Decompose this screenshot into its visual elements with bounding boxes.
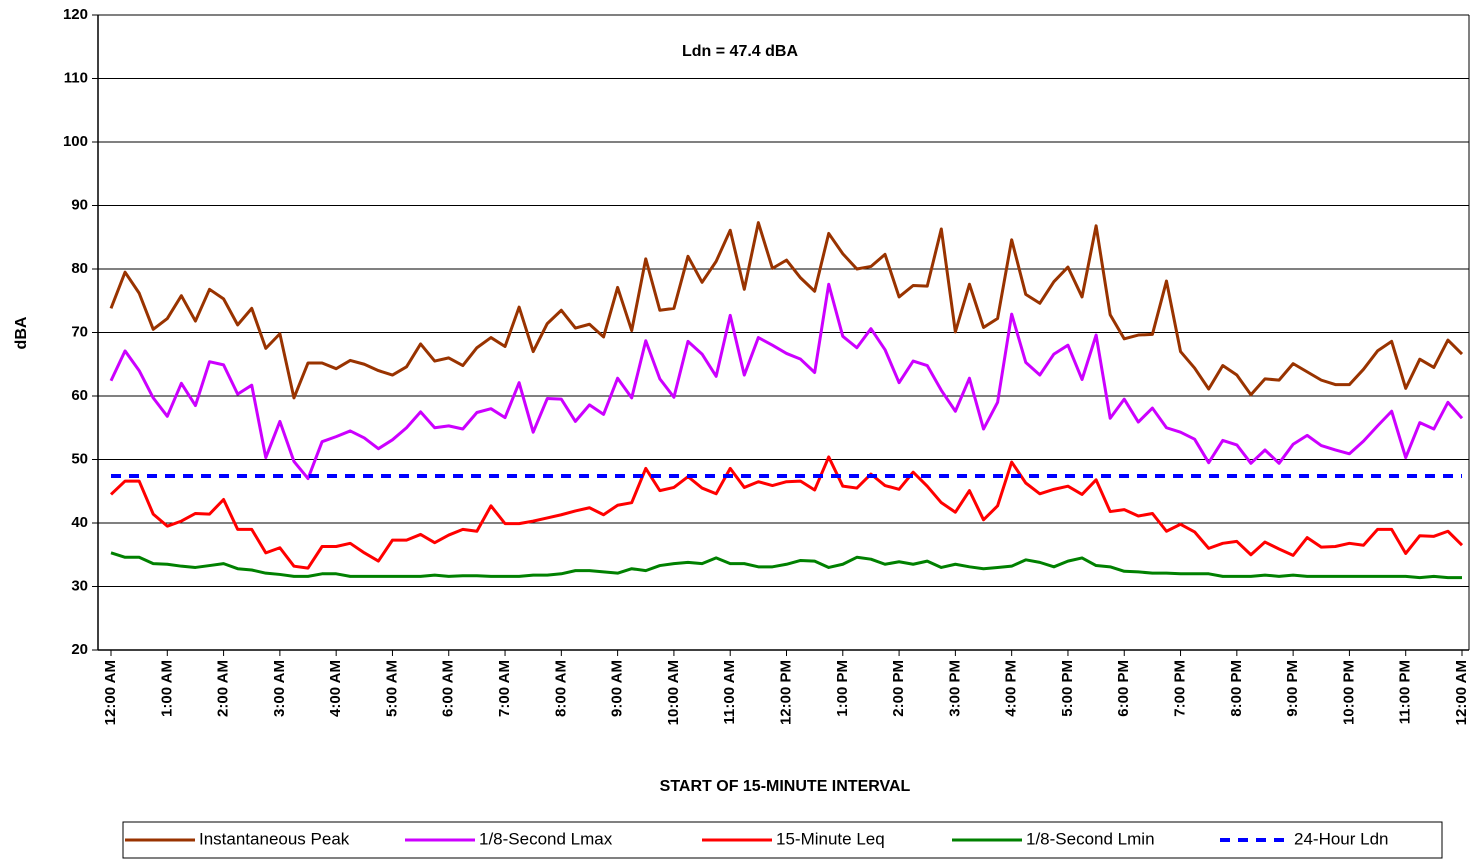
x-tick-label: 3:00 PM xyxy=(946,660,963,717)
x-tick-label: 1:00 AM xyxy=(158,660,175,717)
x-tick-label: 9:00 PM xyxy=(1284,660,1301,717)
y-tick-label: 120 xyxy=(63,6,88,23)
x-tick-label: 10:00 AM xyxy=(665,660,682,725)
x-tick-label: 4:00 AM xyxy=(327,660,344,717)
legend-label: Instantaneous Peak xyxy=(199,829,350,848)
series-line xyxy=(109,455,1464,570)
series-line xyxy=(109,221,1464,400)
x-tick-label: 12:00 AM xyxy=(102,660,119,725)
x-axis-title: START OF 15-MINUTE INTERVAL xyxy=(660,778,911,795)
y-tick-label: 110 xyxy=(64,69,88,86)
x-tick-label: 2:00 AM xyxy=(215,660,232,717)
x-tick-label: 10:00 PM xyxy=(1340,660,1357,725)
x-tick-label: 6:00 AM xyxy=(440,660,457,717)
y-tick-label: 30 xyxy=(71,577,88,594)
series-line xyxy=(110,551,1462,580)
y-tick-label: 50 xyxy=(71,450,88,467)
legend-label: 15-Minute Leq xyxy=(776,829,885,848)
x-tick-label: 5:00 AM xyxy=(383,660,400,717)
legend-label: 24-Hour Ldn xyxy=(1294,829,1389,848)
x-tick-label: 11:00 AM xyxy=(721,660,738,724)
legend-label: 1/8-Second Lmax xyxy=(479,829,613,848)
x-tick-label: 1:00 PM xyxy=(834,660,851,717)
y-tick-label: 100 xyxy=(63,133,88,150)
y-tick-label: 80 xyxy=(71,260,88,277)
y-tick-label: 40 xyxy=(71,514,88,531)
y-axis-title: dBA xyxy=(13,316,30,349)
x-tick-label: 12:00 AM xyxy=(1453,660,1470,725)
annotation: Ldn = 47.4 dBA xyxy=(682,43,798,60)
x-tick-label: 6:00 PM xyxy=(1115,660,1132,717)
x-tick-label: 4:00 PM xyxy=(1003,660,1020,717)
x-tick-label: 2:00 PM xyxy=(890,660,907,717)
y-tick-label: 20 xyxy=(71,641,88,658)
y-tick-label: 60 xyxy=(71,387,88,404)
legend-label: 1/8-Second Lmin xyxy=(1026,829,1155,848)
series-line xyxy=(109,282,1464,481)
x-tick-label: 5:00 PM xyxy=(1059,660,1076,717)
x-tick-label: 7:00 PM xyxy=(1172,660,1189,717)
x-tick-label: 8:00 AM xyxy=(552,660,569,717)
x-tick-label: 7:00 AM xyxy=(496,660,513,717)
x-tick-label: 11:00 PM xyxy=(1397,660,1414,724)
x-tick-label: 3:00 AM xyxy=(271,660,288,717)
x-tick-label: 9:00 AM xyxy=(609,660,626,717)
y-tick-label: 90 xyxy=(71,196,88,213)
y-tick-label: 70 xyxy=(71,323,88,340)
x-tick-label: 12:00 PM xyxy=(777,660,794,725)
x-tick-label: 8:00 PM xyxy=(1228,660,1245,717)
